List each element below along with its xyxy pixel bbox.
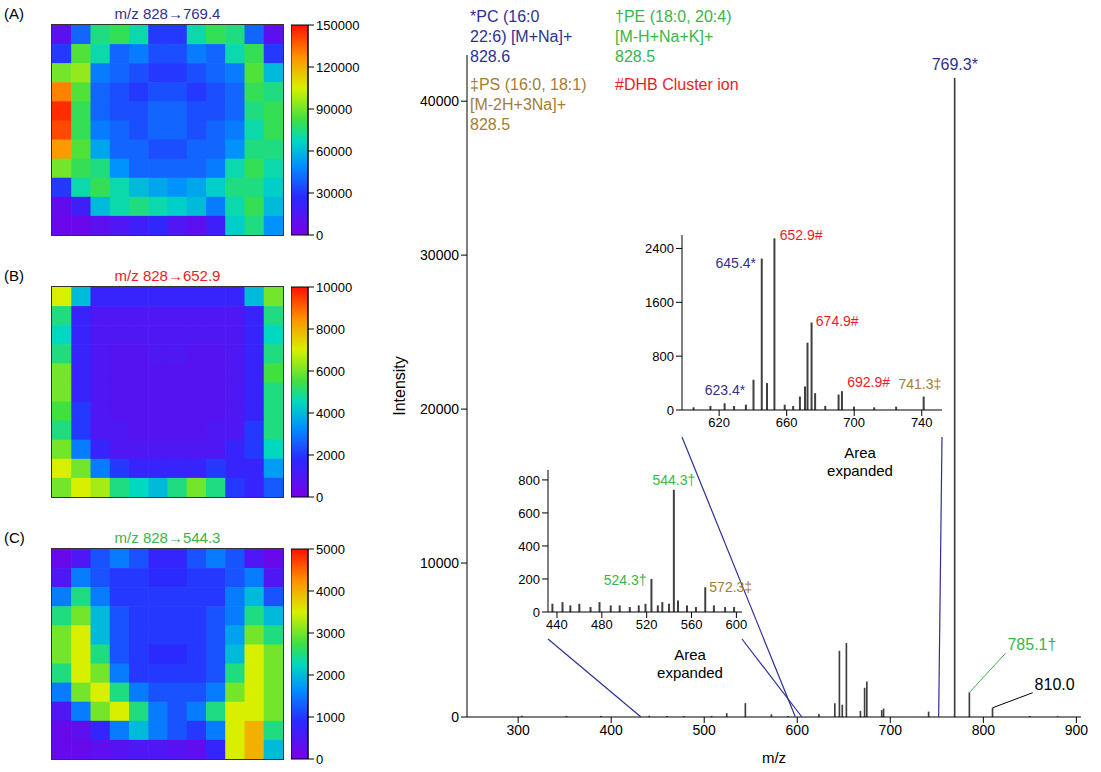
svg-text:600: 600 — [726, 617, 748, 632]
html-text:m/z 828→769.4: m/z 828→769.4 — [114, 5, 221, 22]
svg-text:769.3*: 769.3* — [932, 56, 978, 73]
svg-text:800: 800 — [972, 722, 996, 738]
svg-text:400: 400 — [600, 722, 624, 738]
html-text:m/z 828→544.3: m/z 828→544.3 — [114, 529, 221, 546]
svg-text:740: 740 — [911, 415, 933, 430]
svg-text:700: 700 — [879, 722, 903, 738]
svg-text:1600: 1600 — [645, 295, 674, 310]
svg-text:0: 0 — [533, 605, 540, 620]
svg-text:40000: 40000 — [420, 93, 459, 109]
html-text:(A): (A) — [4, 5, 24, 22]
html-text:(C): (C) — [4, 529, 25, 546]
svg-text:0: 0 — [316, 228, 323, 242]
html-text:(B): (B) — [4, 267, 24, 284]
svg-text:expanded: expanded — [657, 664, 723, 681]
svg-text:400: 400 — [518, 539, 540, 554]
svg-text:652.9#: 652.9# — [780, 227, 823, 243]
svg-text:600: 600 — [786, 722, 810, 738]
svg-text:4000: 4000 — [316, 584, 345, 599]
svg-text:828.5: 828.5 — [470, 116, 510, 133]
svg-text:900: 900 — [1065, 722, 1089, 738]
svg-text:0: 0 — [667, 403, 674, 418]
svg-text:700: 700 — [843, 415, 865, 430]
svg-text:m/z: m/z — [762, 749, 786, 766]
svg-text:674.9#: 674.9# — [816, 313, 859, 329]
svg-text:524.3†: 524.3† — [604, 572, 647, 588]
svg-text:1000: 1000 — [316, 710, 345, 725]
svg-text:*PC (16:0: *PC (16:0 — [470, 8, 539, 25]
svg-text:645.4*: 645.4* — [716, 255, 757, 271]
svg-text:30000: 30000 — [316, 186, 352, 201]
svg-text:572.3‡: 572.3‡ — [709, 579, 752, 595]
svg-text:2000: 2000 — [316, 668, 345, 683]
svg-text:5000: 5000 — [316, 542, 345, 557]
svg-text:0: 0 — [316, 490, 323, 504]
svg-text:‡PS (16:0, 18:1): ‡PS (16:0, 18:1) — [470, 76, 587, 93]
svg-text:200: 200 — [518, 572, 540, 587]
svg-text:810.0: 810.0 — [1035, 676, 1075, 693]
svg-text:20000: 20000 — [420, 401, 459, 417]
svg-text:expanded: expanded — [827, 462, 893, 479]
svg-text:2400: 2400 — [645, 241, 674, 256]
svg-text:300: 300 — [506, 722, 530, 738]
svg-text:785.1†: 785.1† — [1007, 636, 1056, 653]
html-text:m/z 828→652.9: m/z 828→652.9 — [114, 267, 221, 284]
svg-text:520: 520 — [636, 617, 658, 632]
svg-text:741.3‡: 741.3‡ — [899, 376, 942, 392]
svg-text:500: 500 — [693, 722, 717, 738]
svg-text:6000: 6000 — [316, 364, 345, 379]
svg-text:660: 660 — [776, 415, 798, 430]
svg-text:800: 800 — [652, 349, 674, 364]
svg-text:3000: 3000 — [316, 626, 345, 641]
svg-text:Intensity: Intensity — [391, 356, 408, 416]
svg-text:120000: 120000 — [316, 60, 359, 75]
svg-text:10000: 10000 — [420, 555, 459, 571]
svg-text:60000: 60000 — [316, 144, 352, 159]
svg-text:#DHB Cluster ion: #DHB Cluster ion — [615, 76, 739, 93]
svg-text:†PE (18:0, 20:4): †PE (18:0, 20:4) — [615, 8, 732, 25]
svg-text:828.6: 828.6 — [470, 48, 510, 65]
svg-text:440: 440 — [546, 617, 568, 632]
svg-text:Area: Area — [844, 444, 876, 461]
svg-text:150000: 150000 — [316, 18, 359, 33]
svg-text:620: 620 — [708, 415, 730, 430]
svg-text:480: 480 — [591, 617, 613, 632]
svg-text:0: 0 — [451, 709, 459, 725]
svg-text:22:6) [M+Na]+: 22:6) [M+Na]+ — [470, 28, 572, 45]
svg-text:600: 600 — [518, 506, 540, 521]
svg-text:800: 800 — [518, 473, 540, 488]
svg-text:10000: 10000 — [316, 280, 352, 295]
svg-text:30000: 30000 — [420, 247, 459, 263]
svg-text:560: 560 — [681, 617, 703, 632]
svg-text:8000: 8000 — [316, 322, 345, 337]
svg-text:623.4*: 623.4* — [705, 382, 746, 398]
svg-text:[M-H+Na+K]+: [M-H+Na+K]+ — [615, 28, 713, 45]
svg-text:Area: Area — [674, 646, 706, 663]
svg-text:0: 0 — [316, 752, 323, 766]
svg-text:544.3†: 544.3† — [653, 472, 696, 488]
svg-text:90000: 90000 — [316, 102, 352, 117]
svg-text:692.9#: 692.9# — [847, 374, 890, 390]
svg-text:828.5: 828.5 — [615, 48, 655, 65]
svg-text:4000: 4000 — [316, 406, 345, 421]
svg-text:2000: 2000 — [316, 448, 345, 463]
svg-text:[M-2H+3Na]+: [M-2H+3Na]+ — [470, 96, 566, 113]
